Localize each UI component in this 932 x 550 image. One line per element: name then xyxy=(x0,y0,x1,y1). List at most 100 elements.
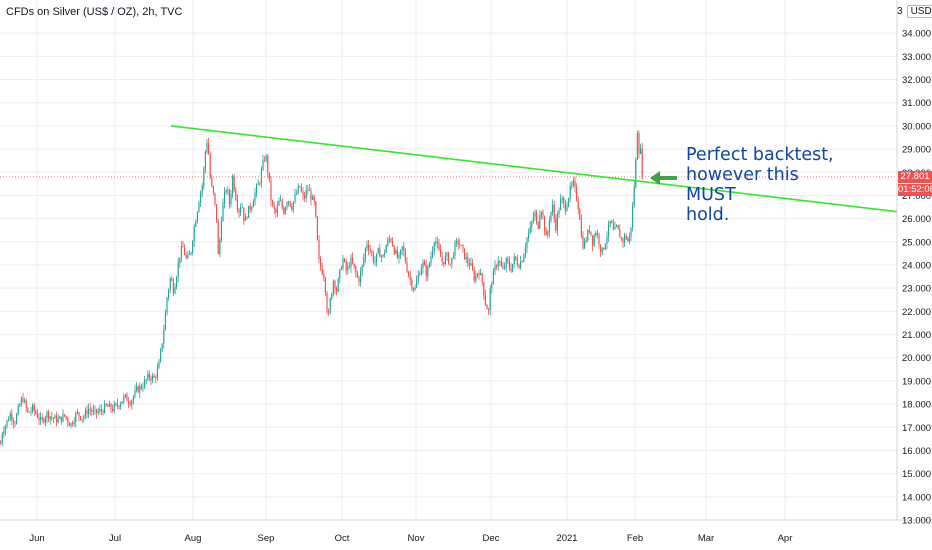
x-tick-label: Jul xyxy=(109,533,121,544)
candle-body xyxy=(308,189,310,192)
candle-body xyxy=(456,240,458,243)
candle-body xyxy=(595,232,597,236)
candle-body xyxy=(169,278,171,290)
candle-body xyxy=(619,229,621,238)
candle-body xyxy=(60,416,62,422)
candle-body xyxy=(104,403,106,413)
candle-body xyxy=(416,281,418,288)
candle-body xyxy=(225,190,227,192)
candle-body xyxy=(185,254,187,258)
candle-body xyxy=(440,249,442,257)
y-tick-label: 15.000 xyxy=(902,469,931,480)
candle-body xyxy=(176,277,178,287)
candle-body xyxy=(120,403,122,407)
candle-body xyxy=(52,417,54,419)
time-axis[interactable]: Jun Jul Aug Sep Oct Nov Dec 2021 Feb Mar Apr xyxy=(29,533,792,544)
candle-body xyxy=(105,403,107,406)
candle-body xyxy=(212,186,214,193)
candle-body xyxy=(552,204,554,213)
candle-body xyxy=(574,180,576,187)
candle-body xyxy=(43,419,45,423)
candle-body xyxy=(91,410,93,412)
candle-body xyxy=(483,282,485,296)
candle-body xyxy=(468,262,470,266)
y-tick-label: 14.000 xyxy=(902,492,931,503)
candle-body xyxy=(561,197,563,200)
candle-body xyxy=(81,419,83,421)
candle-body xyxy=(332,280,334,294)
candle-body xyxy=(158,361,160,369)
candle-body xyxy=(136,386,138,391)
candle-body xyxy=(467,257,469,263)
candle-body xyxy=(396,250,398,258)
candle-body xyxy=(96,409,98,414)
candle-body xyxy=(558,209,560,215)
candle-body xyxy=(430,256,432,264)
candle-body xyxy=(254,192,256,202)
candle-body xyxy=(163,330,165,344)
candle-body xyxy=(542,212,544,217)
candle-body xyxy=(392,240,394,247)
candle-body xyxy=(625,235,627,239)
y-tick-label: 24.000 xyxy=(902,261,931,272)
candle-body xyxy=(464,248,466,259)
candle-body xyxy=(550,212,552,221)
price-axis[interactable]: 13.000 14.000 15.000 16.000 17.000 18.000 19.0… xyxy=(902,29,931,527)
candle-body xyxy=(128,401,130,404)
candle-body xyxy=(257,183,259,185)
candle-body xyxy=(289,201,291,207)
candle-body xyxy=(166,297,168,313)
candle-body xyxy=(89,408,91,411)
candle-body xyxy=(67,418,69,423)
annotation-arrow xyxy=(650,171,677,185)
candle-body xyxy=(35,410,37,414)
candle-body xyxy=(286,202,288,208)
candle-body xyxy=(417,274,419,282)
candle-body xyxy=(513,256,515,264)
candle-body xyxy=(584,241,586,249)
candle-body xyxy=(412,288,414,290)
candle-body xyxy=(4,425,6,432)
y-tick-label: 20.000 xyxy=(902,353,931,364)
candle-body xyxy=(200,192,202,203)
candle-body xyxy=(337,278,339,292)
candle-body xyxy=(534,212,536,217)
y-tick-label: 13.000 xyxy=(902,516,931,527)
candle-body xyxy=(638,133,640,154)
candle-body xyxy=(25,400,27,408)
candle-body xyxy=(129,403,131,406)
candle-body xyxy=(352,257,354,264)
candle-body xyxy=(433,243,435,251)
candle-body xyxy=(264,159,266,161)
candle-body xyxy=(246,217,248,218)
candle-body xyxy=(385,245,387,253)
candle-body xyxy=(190,252,192,255)
candle-body xyxy=(555,218,557,231)
candle-body xyxy=(84,410,86,417)
candle-body xyxy=(276,205,278,213)
candle-body xyxy=(624,235,626,243)
candle-body xyxy=(65,415,67,419)
candle-body xyxy=(382,254,384,257)
currency-control[interactable]: 3 USD xyxy=(897,5,932,18)
candle-body xyxy=(291,206,293,210)
candle-body xyxy=(272,200,274,205)
candle-body xyxy=(22,398,24,402)
candle-body xyxy=(438,243,440,250)
candle-body xyxy=(75,412,77,422)
candle-body xyxy=(328,311,330,313)
resistance-trendline[interactable] xyxy=(170,125,898,213)
candle-body xyxy=(548,220,550,232)
candle-body xyxy=(640,148,642,154)
candle-body xyxy=(17,406,19,415)
candle-body xyxy=(161,343,163,350)
currency-label[interactable]: USD xyxy=(906,5,932,18)
chart-annotation-note[interactable]: Perfect backtest, however this MUST hold… xyxy=(686,145,846,225)
y-tick-label: 25.000 xyxy=(902,237,931,248)
candle-body xyxy=(142,387,144,389)
candle-body xyxy=(505,258,507,268)
candle-body xyxy=(600,244,602,253)
candle-body xyxy=(564,204,566,211)
y-tick-label: 22.000 xyxy=(902,307,931,318)
